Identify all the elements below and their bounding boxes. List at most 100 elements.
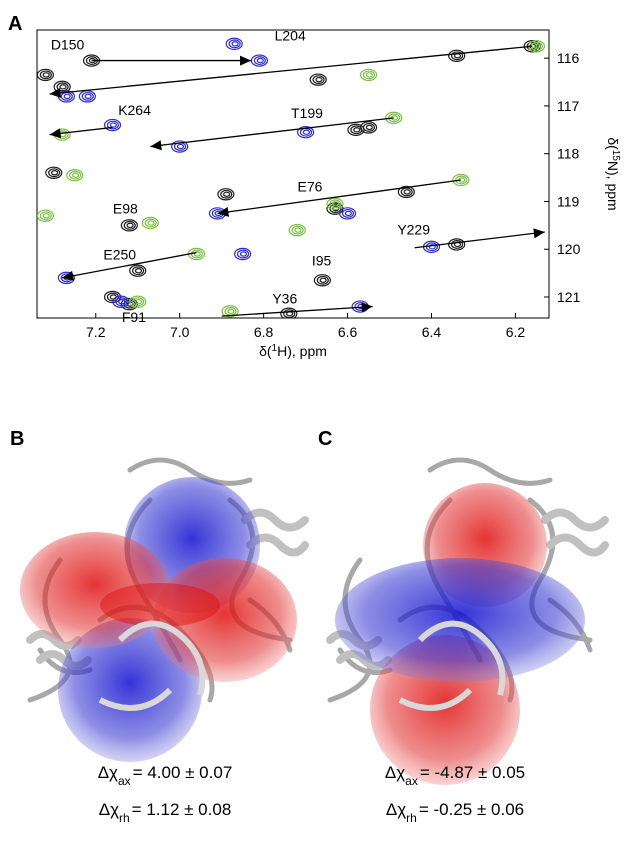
contour bbox=[110, 123, 116, 127]
label-part: δ( bbox=[259, 343, 272, 359]
contour bbox=[257, 58, 263, 62]
caption: Δχrh= 1.12 ± 0.08 bbox=[99, 800, 232, 825]
caption-sub: rh bbox=[406, 811, 417, 825]
assignment-label: E250 bbox=[103, 247, 136, 263]
contour bbox=[366, 73, 372, 77]
caption-symbol: Δχ bbox=[98, 763, 118, 782]
assignment-label: E98 bbox=[113, 200, 138, 216]
contour bbox=[73, 173, 79, 177]
peak bbox=[281, 308, 297, 319]
caption-text: = 1.12 ± 0.08 bbox=[132, 800, 232, 819]
x-axis-label: δ(1H), ppm bbox=[259, 343, 327, 360]
x-tick-label: 7.2 bbox=[86, 324, 106, 340]
peak bbox=[566, 225, 582, 236]
contour bbox=[43, 214, 49, 218]
assignment-label: I95 bbox=[312, 252, 332, 268]
assignment-label: Y36 bbox=[272, 291, 297, 307]
contour bbox=[136, 269, 142, 273]
contour bbox=[320, 278, 326, 282]
contour bbox=[52, 171, 58, 175]
assignment-label: L204 bbox=[275, 28, 306, 44]
y-tick-label: 117 bbox=[557, 98, 580, 114]
caption-text: = 4.00 ± 0.07 bbox=[133, 763, 233, 782]
peak bbox=[449, 50, 465, 61]
peak bbox=[449, 239, 465, 250]
assignment-label: T199 bbox=[291, 105, 323, 121]
contour bbox=[404, 190, 410, 194]
peak bbox=[46, 167, 62, 178]
peak bbox=[218, 189, 234, 200]
contour bbox=[232, 42, 238, 46]
assignment-label: F91 bbox=[122, 309, 146, 325]
contour bbox=[60, 85, 66, 89]
peak bbox=[79, 91, 95, 102]
contour bbox=[569, 226, 580, 234]
x-tick-label: 7.0 bbox=[170, 324, 190, 340]
contour bbox=[345, 211, 351, 215]
peak bbox=[142, 217, 158, 228]
caption: Δχax= 4.00 ± 0.07 bbox=[98, 763, 233, 788]
peak bbox=[310, 74, 326, 85]
caption-symbol: Δχ bbox=[385, 763, 405, 782]
peak bbox=[340, 208, 356, 219]
y-tick-label: 121 bbox=[557, 289, 581, 305]
arrow-head bbox=[150, 140, 162, 150]
peak bbox=[289, 225, 305, 236]
caption-symbol: Δχ bbox=[99, 800, 119, 819]
contour bbox=[127, 223, 133, 227]
plot-frame bbox=[37, 30, 549, 318]
contour bbox=[224, 192, 230, 196]
caption-symbol: Δχ bbox=[386, 800, 406, 819]
peak bbox=[251, 55, 267, 66]
label-part: N), ppm bbox=[605, 161, 621, 211]
peak bbox=[361, 69, 377, 80]
peak bbox=[121, 220, 137, 231]
caption-text: = -0.25 ± 0.06 bbox=[419, 800, 524, 819]
contour bbox=[177, 144, 183, 148]
arrow-line bbox=[415, 232, 545, 248]
caption-text: = -4.87 ± 0.05 bbox=[420, 763, 525, 782]
contour bbox=[366, 125, 372, 129]
y-tick-label: 120 bbox=[557, 241, 581, 257]
peak bbox=[130, 296, 146, 307]
contour bbox=[316, 78, 322, 82]
peak bbox=[113, 296, 129, 307]
contour bbox=[566, 225, 582, 236]
peak bbox=[327, 198, 343, 209]
y-tick-label: 118 bbox=[557, 146, 580, 162]
peak bbox=[105, 119, 121, 130]
caption: Δχrh= -0.25 ± 0.06 bbox=[386, 800, 524, 825]
peak bbox=[235, 248, 251, 259]
contour bbox=[295, 228, 301, 232]
assignment-label: E76 bbox=[298, 179, 323, 195]
contour bbox=[228, 309, 234, 313]
contour bbox=[43, 73, 49, 77]
contour bbox=[573, 226, 584, 234]
label-part: H), ppm bbox=[277, 343, 327, 359]
anisotropy-isosurface-b bbox=[20, 477, 297, 762]
peak bbox=[570, 225, 586, 236]
caption-sub: ax bbox=[118, 774, 131, 788]
arrow-head bbox=[240, 56, 251, 66]
contour bbox=[354, 128, 360, 132]
arrow-line bbox=[50, 46, 533, 94]
label-part: δ( bbox=[605, 137, 621, 150]
contour bbox=[240, 252, 246, 256]
contour bbox=[570, 225, 586, 236]
peak bbox=[314, 275, 330, 286]
assignment-label: K264 bbox=[118, 102, 151, 118]
contour bbox=[303, 130, 309, 134]
panel-label: C bbox=[318, 428, 332, 450]
peak bbox=[226, 38, 242, 49]
peak bbox=[130, 265, 146, 276]
contour bbox=[85, 94, 91, 98]
contour bbox=[572, 228, 578, 232]
arrow-head bbox=[533, 228, 545, 238]
peak bbox=[361, 122, 377, 133]
label-part: 15 bbox=[611, 150, 622, 162]
x-tick-label: 6.2 bbox=[506, 324, 526, 340]
contour bbox=[576, 228, 582, 232]
assignment-label: Y229 bbox=[397, 221, 430, 237]
